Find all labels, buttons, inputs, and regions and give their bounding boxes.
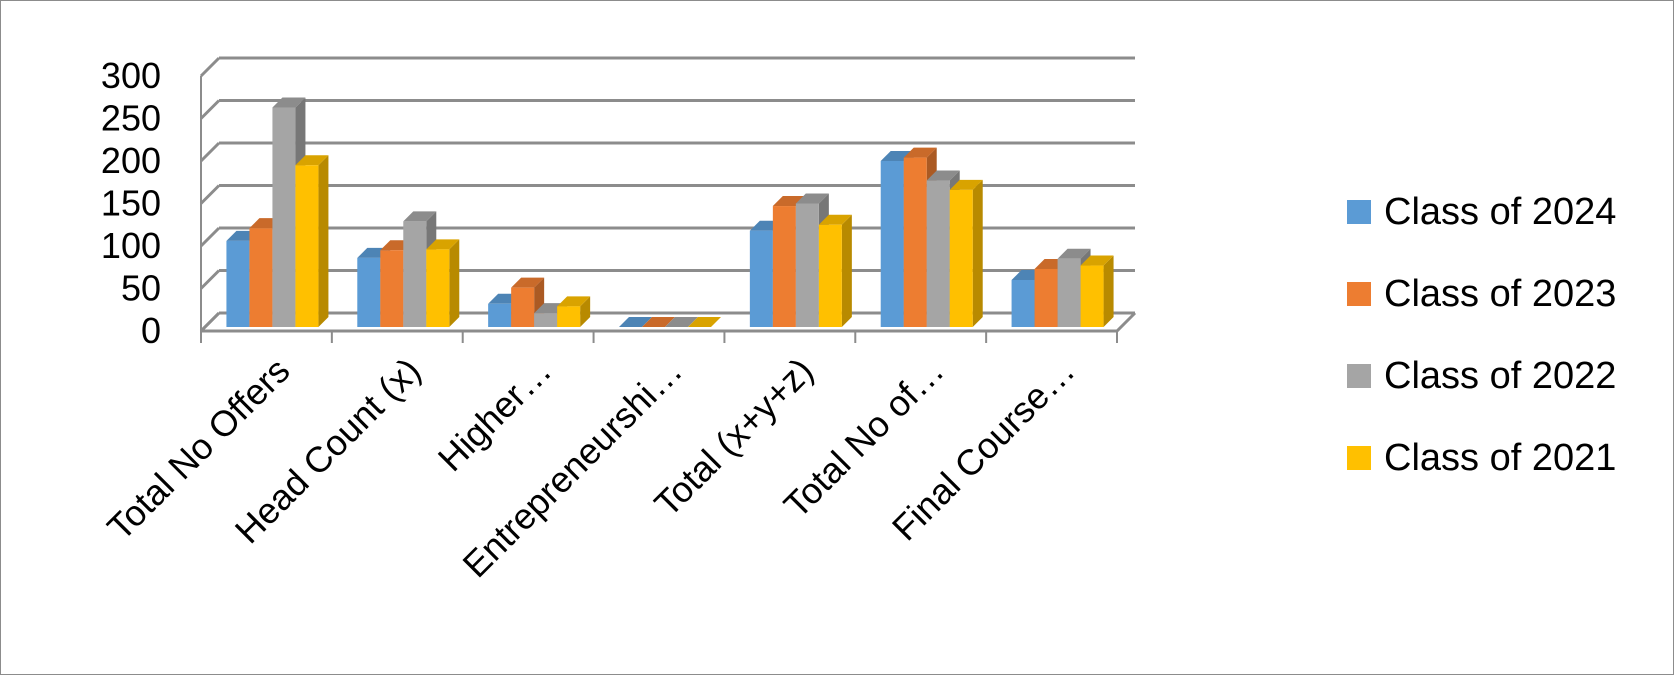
bar	[295, 155, 329, 327]
bar-top-face	[949, 179, 983, 190]
bar-top-face	[795, 193, 829, 204]
bar	[665, 317, 698, 327]
legend-label: Class of 2022	[1384, 355, 1616, 397]
bar-top-face	[557, 296, 591, 307]
bar-front-face	[749, 230, 773, 327]
legend: Class of 2024 Class of 2023 Class of 2022 C…	[1347, 191, 1616, 479]
legend-item: Class of 2021	[1347, 437, 1616, 479]
bar-side-face	[580, 296, 591, 327]
gridline-depth	[199, 184, 221, 205]
bar-front-face	[357, 257, 381, 327]
bars	[226, 97, 1114, 327]
axes	[199, 76, 1137, 343]
bar	[619, 317, 652, 327]
bar-front-face	[295, 165, 319, 327]
bar-front-face	[880, 161, 904, 327]
bar-front-face	[380, 250, 404, 327]
bar	[557, 296, 591, 327]
bar-side-face	[841, 214, 852, 327]
bar-side-face	[972, 179, 983, 327]
legend-label: Class of 2024	[1384, 191, 1616, 233]
y-tick-label: 50	[121, 268, 161, 309]
bar-side-face	[449, 239, 460, 327]
y-tick-label: 300	[101, 55, 161, 96]
gridlines	[199, 56, 1135, 333]
bar-side-face	[1103, 255, 1114, 327]
legend-item: Class of 2024	[1347, 191, 1616, 233]
gridline-depth	[199, 99, 221, 120]
legend-item: Class of 2023	[1347, 273, 1616, 315]
bar	[949, 179, 983, 327]
bar-top-face	[665, 317, 698, 327]
bar-front-face	[403, 221, 427, 327]
y-tick-label: 100	[101, 225, 161, 266]
y-tick-label: 150	[101, 183, 161, 224]
floor-left-edge	[199, 311, 221, 333]
bar-front-face	[511, 287, 535, 327]
bar-side-face	[318, 155, 329, 327]
legend-swatch	[1347, 282, 1371, 306]
legend-swatch	[1347, 364, 1371, 388]
y-tick-label: 250	[101, 98, 161, 139]
bar	[642, 317, 675, 327]
bar-front-face	[488, 303, 512, 327]
bar-front-face	[1080, 265, 1104, 327]
bar-top-face	[642, 317, 675, 327]
legend-item: Class of 2022	[1347, 355, 1616, 397]
bar-front-face	[772, 206, 796, 327]
bar-front-face	[1011, 280, 1035, 327]
bar-top-face	[426, 239, 460, 250]
x-tick-label: Higher…	[430, 350, 559, 479]
bar-front-face	[903, 157, 927, 327]
bar-front-face	[426, 249, 450, 327]
y-tick-label: 0	[141, 310, 161, 351]
bar-front-face	[795, 203, 819, 327]
bar-front-face	[1034, 268, 1058, 327]
bar-front-face	[949, 189, 973, 327]
bar-top-face	[272, 97, 306, 108]
bar	[426, 239, 460, 327]
gridline-depth	[199, 141, 221, 163]
bar	[1080, 255, 1114, 327]
bar-top-face	[926, 170, 960, 181]
legend-label: Class of 2023	[1384, 273, 1616, 315]
bar-top-face	[619, 317, 652, 327]
gridline-depth	[199, 56, 221, 78]
bar-front-face	[926, 180, 950, 327]
bar-front-face	[1057, 258, 1081, 327]
bar-top-face	[903, 147, 937, 158]
legend-swatch	[1347, 200, 1371, 224]
bar	[688, 317, 721, 327]
bar-front-face	[249, 228, 273, 327]
bar-top-face	[403, 211, 437, 222]
bar-top-face	[295, 155, 329, 166]
bar-front-face	[272, 107, 296, 327]
bar-top-face	[511, 277, 545, 288]
gridline-depth	[199, 269, 221, 290]
bar	[818, 214, 852, 327]
x-tick-label: Entrepreneurshi…	[455, 350, 691, 586]
bar-front-face	[818, 224, 842, 327]
bar-top-face	[1080, 255, 1114, 266]
gridline-depth	[199, 226, 221, 248]
bar-front-face	[226, 240, 250, 327]
bar-top-face	[688, 317, 721, 327]
bar-front-face	[534, 313, 558, 327]
legend-swatch	[1347, 446, 1371, 470]
legend-label: Class of 2021	[1384, 437, 1616, 479]
bar-top-face	[818, 214, 852, 225]
bar-front-face	[557, 306, 581, 327]
bar-top-face	[1057, 248, 1091, 259]
y-tick-label: 200	[101, 140, 161, 181]
